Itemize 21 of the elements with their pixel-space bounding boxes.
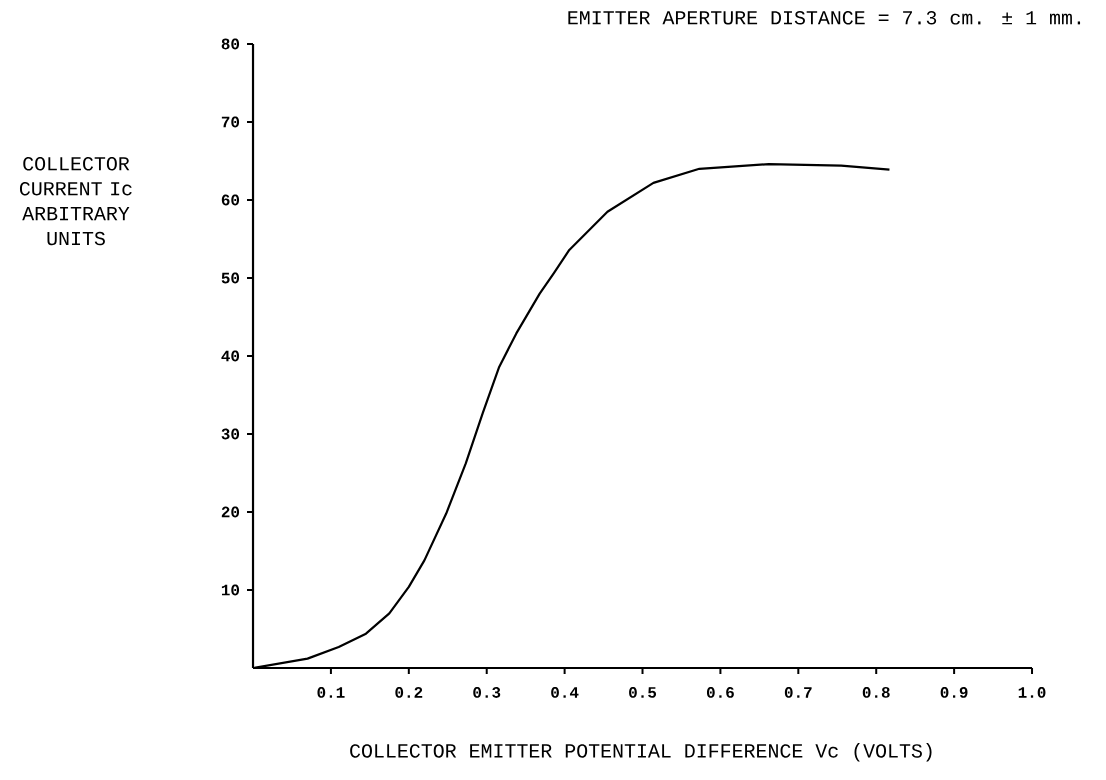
x-tick-label: 0.6: [706, 687, 734, 698]
x-tick-label: 0.2: [395, 687, 423, 698]
x-tick-label: 0.8: [862, 687, 890, 698]
x-tick-label: 0.3: [473, 687, 501, 698]
y-tick-label: 40: [221, 350, 240, 362]
y-tick-label: 60: [221, 194, 240, 206]
y-tick-label: 30: [221, 428, 240, 440]
x-tick-label: 0.9: [940, 687, 968, 698]
x-axis-title: COLLECTOR EMITTER POTENTIAL DIFFERENCE Vc (VOLTS): [350, 743, 932, 762]
x-tick-label: 0.7: [784, 687, 812, 698]
x-tick-label: 1.0: [1018, 687, 1046, 698]
y-tick-label: 70: [221, 116, 240, 128]
y-tick-label: 80: [221, 38, 240, 50]
y-tick-label: 10: [221, 584, 240, 596]
x-tick-label: 0.1: [317, 687, 345, 698]
y-tick-label: 20: [221, 506, 240, 518]
chart-title: EMITTER APERTURE DISTANCE = 7.3 cm. ± 1 mm.: [568, 11, 1081, 25]
x-tick-label: 0.4: [551, 687, 579, 698]
x-tick-label: 0.5: [629, 687, 657, 698]
y-axis-title: COLLECTOR CURRENT Ic ARBITRARY UNITS: [19, 157, 132, 246]
y-tick-label: 50: [221, 272, 240, 284]
